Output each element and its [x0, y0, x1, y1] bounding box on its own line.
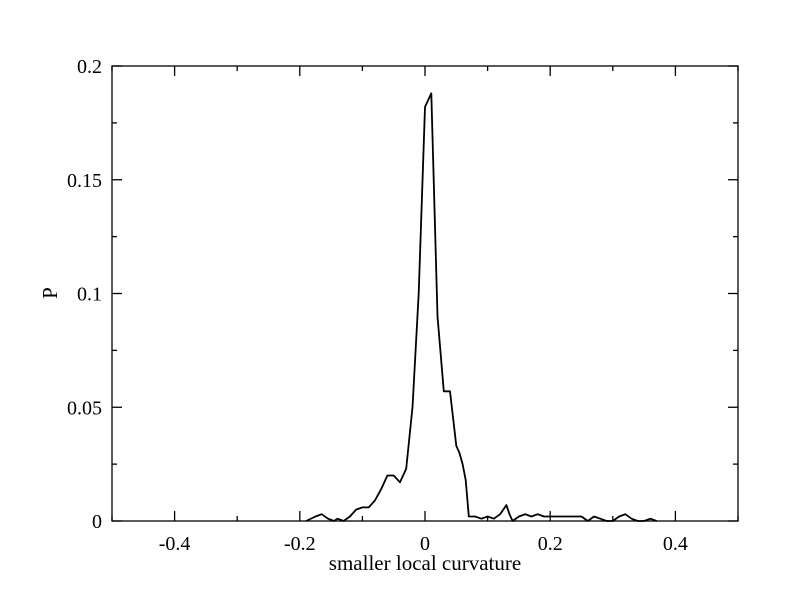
y-axis-label: P	[38, 287, 62, 299]
x-tick-label: 0.4	[663, 533, 688, 555]
y-tick-label: 0.2	[77, 56, 102, 78]
y-tick-label: 0.1	[77, 284, 102, 306]
tick-labels: -0.4 -0.2 0 0.2 0.4 0 0.05 0.1 0.15 0.2	[67, 56, 688, 555]
x-tick-label: -0.2	[284, 533, 316, 555]
ticks	[111, 65, 739, 522]
plot-frame	[111, 65, 739, 522]
x-tick-label: -0.4	[159, 533, 191, 555]
series-line	[305, 92, 657, 522]
y-tick-label: 0.15	[67, 170, 102, 192]
y-tick-label: 0	[92, 511, 102, 533]
x-tick-label: 0	[420, 533, 430, 555]
y-tick-label: 0.05	[67, 397, 102, 419]
x-tick-label: 0.2	[538, 533, 563, 555]
x-axis-label: smaller local curvature	[329, 551, 521, 575]
